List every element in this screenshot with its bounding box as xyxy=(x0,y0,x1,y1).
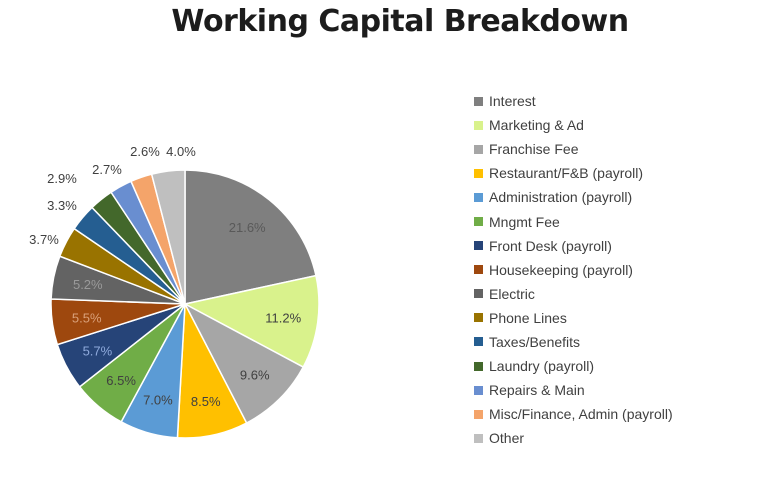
chart-legend: Interest Marketing & Ad Franchise Fee Resta… xyxy=(474,89,673,450)
chart-title: Working Capital Breakdown xyxy=(171,4,629,39)
slice-value-label: 9.6% xyxy=(240,368,270,383)
legend-label: Laundry (payroll) xyxy=(489,358,595,375)
slice-value-label: 2.6% xyxy=(130,144,160,159)
legend-swatch xyxy=(474,361,483,371)
legend-item: Housekeeping (payroll) xyxy=(474,258,673,282)
slice-value-label: 7.0% xyxy=(143,392,173,407)
legend-label: Administration (payroll) xyxy=(489,189,633,206)
slice-value-label: 11.2% xyxy=(265,311,301,326)
legend-item: Other xyxy=(474,426,673,450)
slice-value-label: 5.5% xyxy=(72,310,102,325)
slice-labels: 21.6% 11.2% 9.6% 8.5% 7.0% 6.5% 5.7% 5.5% 5.2% 3.… xyxy=(29,144,301,409)
legend-swatch xyxy=(474,96,483,106)
legend-item: Mngmt Fee xyxy=(474,209,673,233)
legend-swatch xyxy=(474,120,483,130)
legend-swatch xyxy=(474,144,483,154)
slice-value-label: 5.7% xyxy=(83,343,113,358)
legend-label: Electric xyxy=(489,285,535,302)
slice-value-label: 5.2% xyxy=(73,277,103,292)
slice-interest xyxy=(184,169,317,305)
legend-item: Restaurant/F&B (payroll) xyxy=(474,161,673,185)
legend-swatch xyxy=(474,433,483,443)
legend-swatch xyxy=(474,265,483,275)
slice-other xyxy=(150,169,186,305)
legend-item: Franchise Fee xyxy=(474,137,673,161)
legend-label: Interest xyxy=(489,93,536,110)
legend-label: Front Desk (payroll) xyxy=(489,237,612,254)
slice-value-label: 8.5% xyxy=(191,394,221,409)
legend-swatch xyxy=(474,289,483,299)
slice-value-label: 3.7% xyxy=(29,232,59,247)
slice-value-label: 3.3% xyxy=(47,198,77,213)
slice-marketing-ad xyxy=(182,274,320,369)
legend-label: Other xyxy=(489,430,525,447)
legend-swatch xyxy=(474,192,483,202)
legend-item: Laundry (payroll) xyxy=(474,354,673,378)
legend-label: Restaurant/F&B (payroll) xyxy=(489,165,644,182)
legend-swatch xyxy=(474,385,483,395)
slice-value-label: 2.9% xyxy=(47,171,77,186)
legend-item: Taxes/Benefits xyxy=(474,330,673,354)
legend-item: Repairs & Main xyxy=(474,378,673,402)
slice-franchise-fee xyxy=(183,302,305,425)
legend-item: Marketing & Ad xyxy=(474,113,673,137)
legend-label: Phone Lines xyxy=(489,309,567,326)
legend-label: Taxes/Benefits xyxy=(489,333,581,350)
legend-item: Misc/Finance, Admin (payroll) xyxy=(474,402,673,426)
legend-label: Marketing & Ad xyxy=(489,117,584,134)
legend-item: Administration (payroll) xyxy=(474,185,673,209)
slice-value-label: 4.0% xyxy=(166,144,196,159)
legend-label: Misc/Finance, Admin (payroll) xyxy=(489,406,673,423)
legend-swatch xyxy=(474,168,483,178)
legend-item: Front Desk (payroll) xyxy=(474,234,673,258)
legend-label: Housekeeping (payroll) xyxy=(489,261,633,278)
slice-value-label: 6.5% xyxy=(106,373,136,388)
legend-label: Franchise Fee xyxy=(489,141,579,158)
legend-item: Interest xyxy=(474,89,673,113)
legend-swatch xyxy=(474,241,483,251)
legend-item: Phone Lines xyxy=(474,306,673,330)
legend-label: Repairs & Main xyxy=(489,382,585,399)
slice-value-label: 2.7% xyxy=(92,162,122,177)
legend-swatch xyxy=(474,313,483,323)
pie-slices xyxy=(50,169,320,439)
legend-swatch xyxy=(474,337,483,347)
legend-swatch xyxy=(474,217,483,227)
legend-label: Mngmt Fee xyxy=(489,213,560,230)
slice-value-label: 21.6% xyxy=(229,220,266,235)
legend-swatch xyxy=(474,409,483,419)
legend-item: Electric xyxy=(474,282,673,306)
